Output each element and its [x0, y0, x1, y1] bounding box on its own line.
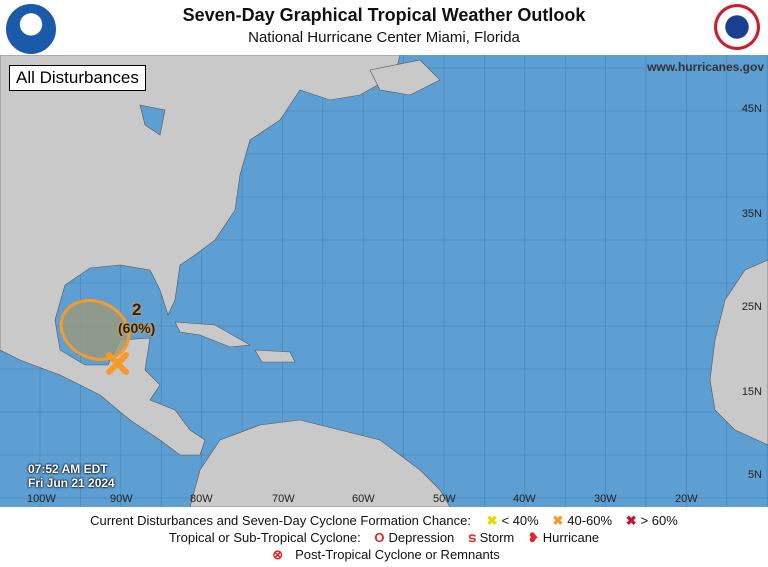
- disturbance-chance: (60%): [118, 320, 156, 336]
- lon-label: 90W: [110, 493, 133, 505]
- legend-formation-label: Current Disturbances and Seven-Day Cyclo…: [90, 513, 471, 528]
- outlook-map[interactable]: [0, 55, 768, 507]
- land: [0, 55, 768, 507]
- yellow-x-icon: ✖: [486, 513, 498, 528]
- legend-mid: 40-60%: [567, 513, 613, 528]
- depression-icon: O: [374, 530, 385, 545]
- hurricane-icon: ❥: [527, 530, 539, 545]
- north-america: [0, 55, 401, 456]
- timestamp-time: 07:52 AM EDT: [28, 462, 108, 476]
- legend-depression: Depression: [388, 530, 455, 545]
- noaa-logo: [6, 4, 56, 54]
- lat-label: 5N: [747, 469, 762, 481]
- lon-label: 30W: [594, 493, 617, 505]
- storm-icon: ട: [467, 530, 476, 545]
- disturbance-x-icon[interactable]: [106, 352, 129, 375]
- page-subtitle: National Hurricane Center Miami, Florida: [248, 29, 520, 46]
- legend: Current Disturbances and Seven-Day Cyclo…: [0, 507, 768, 567]
- legend-low: < 40%: [501, 513, 539, 528]
- timestamp-date: Fri Jun 21 2024: [28, 476, 115, 490]
- legend-high: > 60%: [640, 513, 678, 528]
- legend-hurricane: Hurricane: [542, 530, 600, 545]
- lon-label: 70W: [272, 493, 295, 505]
- nws-logo: [714, 4, 760, 50]
- legend-storm: Storm: [479, 530, 515, 545]
- newfoundland: [369, 59, 441, 96]
- legend-post-tropical: Post-Tropical Cyclone or Remnants: [295, 547, 500, 562]
- lon-label: 50W: [433, 493, 456, 505]
- disturbance-id: 2: [131, 300, 142, 319]
- lat-label: 25N: [741, 301, 762, 313]
- africa: [709, 259, 768, 446]
- view-badge[interactable]: All Disturbances: [9, 65, 146, 91]
- website-url[interactable]: www.hurricanes.gov: [647, 60, 764, 74]
- lon-label: 100W: [27, 493, 56, 505]
- cuba: [174, 321, 251, 348]
- red-x-icon: ✖: [625, 513, 637, 528]
- hispaniola: [254, 349, 296, 363]
- disturbance-label[interactable]: 2 (60%): [118, 300, 155, 336]
- lake: [139, 104, 166, 136]
- lon-label: 80W: [190, 493, 213, 505]
- timestamp: 07:52 AM EDT Fri Jun 21 2024: [28, 462, 115, 490]
- lon-label: 60W: [352, 493, 375, 505]
- disturbance-area[interactable]: [51, 290, 138, 370]
- lat-label: 35N: [741, 208, 762, 220]
- header: Seven-Day Graphical Tropical Weather Out…: [0, 0, 768, 55]
- south-america: [189, 419, 451, 507]
- lon-label: 40W: [513, 493, 536, 505]
- lat-label: 15N: [741, 386, 762, 398]
- lat-label: 45N: [741, 103, 762, 115]
- orange-x-icon: ✖: [552, 513, 564, 528]
- legend-cyclone-label: Tropical or Sub-Tropical Cyclone:: [168, 530, 361, 545]
- page-title: Seven-Day Graphical Tropical Weather Out…: [182, 5, 586, 25]
- post-tropical-icon: ⊗: [272, 547, 284, 562]
- lon-label: 20W: [675, 493, 698, 505]
